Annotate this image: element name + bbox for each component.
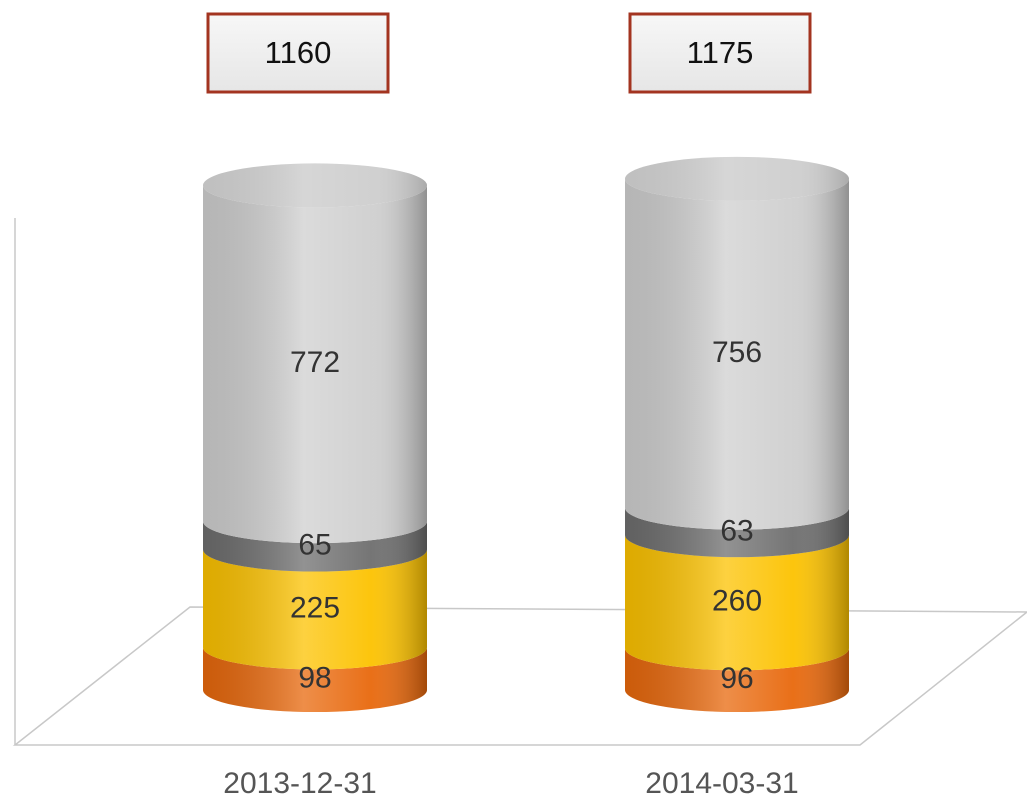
segment-shade bbox=[625, 535, 849, 671]
segment-label: 96 bbox=[720, 662, 753, 695]
segment-shade bbox=[203, 647, 427, 712]
segment-shade bbox=[203, 549, 427, 670]
x-tick-label: 2013-12-31 bbox=[223, 767, 376, 800]
x-tick-label: 2014-03-31 bbox=[645, 767, 798, 800]
segment-shade bbox=[203, 521, 427, 572]
segment-shade bbox=[625, 507, 849, 558]
total-box bbox=[206, 12, 390, 94]
segment-label: 65 bbox=[298, 528, 331, 561]
segment-label: 756 bbox=[712, 336, 762, 369]
segment-shade bbox=[625, 648, 849, 712]
segment-shade bbox=[625, 178, 849, 530]
segment-label: 63 bbox=[720, 514, 753, 547]
segment-shade bbox=[203, 185, 427, 544]
floor bbox=[12, 218, 1027, 746]
total-label: 1160 bbox=[265, 35, 332, 70]
total-box bbox=[628, 12, 812, 94]
cylinder-top-shade bbox=[203, 163, 427, 208]
segment-label: 772 bbox=[290, 346, 340, 379]
segment-label: 98 bbox=[298, 662, 331, 695]
total-label: 1175 bbox=[687, 35, 754, 70]
segment-label: 225 bbox=[290, 591, 340, 624]
segment-label: 260 bbox=[712, 585, 762, 618]
cylinder-top-shade bbox=[625, 156, 849, 201]
